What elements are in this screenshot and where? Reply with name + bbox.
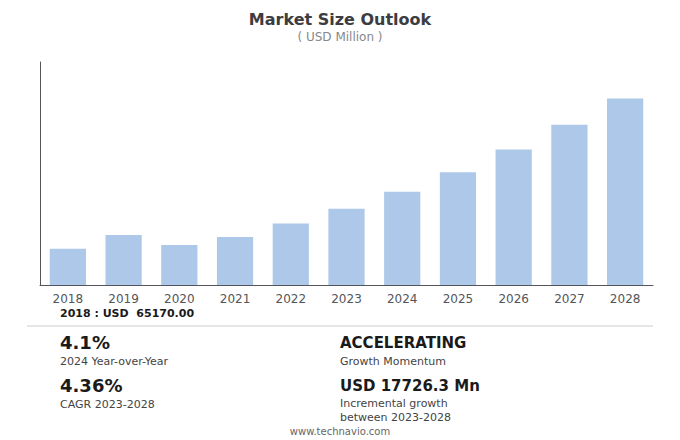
svg-text:between 2023-2028: between 2023-2028 [340,411,451,424]
svg-text:ACCELERATING: ACCELERATING [340,334,466,352]
svg-text:2025: 2025 [443,292,474,306]
svg-text:( USD Million ): ( USD Million ) [297,30,382,44]
svg-text:USD 17726.3 Mn: USD 17726.3 Mn [340,377,480,395]
svg-text:2024: 2024 [387,292,418,306]
svg-text:4.1%: 4.1% [60,332,110,353]
svg-text:Incremental growth: Incremental growth [340,397,448,410]
svg-text:Growth Momentum: Growth Momentum [340,355,446,368]
svg-text:4.36%: 4.36% [60,375,122,396]
svg-text:www.technavio.com: www.technavio.com [290,426,390,437]
svg-text:2018 : USD 65170.00: 2018 : USD 65170.00 [60,307,194,320]
svg-text:CAGR 2023-2028: CAGR 2023-2028 [60,398,155,411]
svg-text:2021: 2021 [220,292,251,306]
svg-text:Market Size Outlook: Market Size Outlook [249,10,432,29]
svg-text:2024 Year-over-Year: 2024 Year-over-Year [60,355,169,368]
svg-text:2022: 2022 [275,292,306,306]
svg-text:2028: 2028 [610,292,641,306]
svg-text:2018: 2018 [53,292,84,306]
svg-text:2020: 2020 [164,292,195,306]
svg-text:2023: 2023 [331,292,362,306]
svg-text:2027: 2027 [554,292,585,306]
svg-text:2026: 2026 [498,292,529,306]
svg-text:2019: 2019 [108,292,139,306]
